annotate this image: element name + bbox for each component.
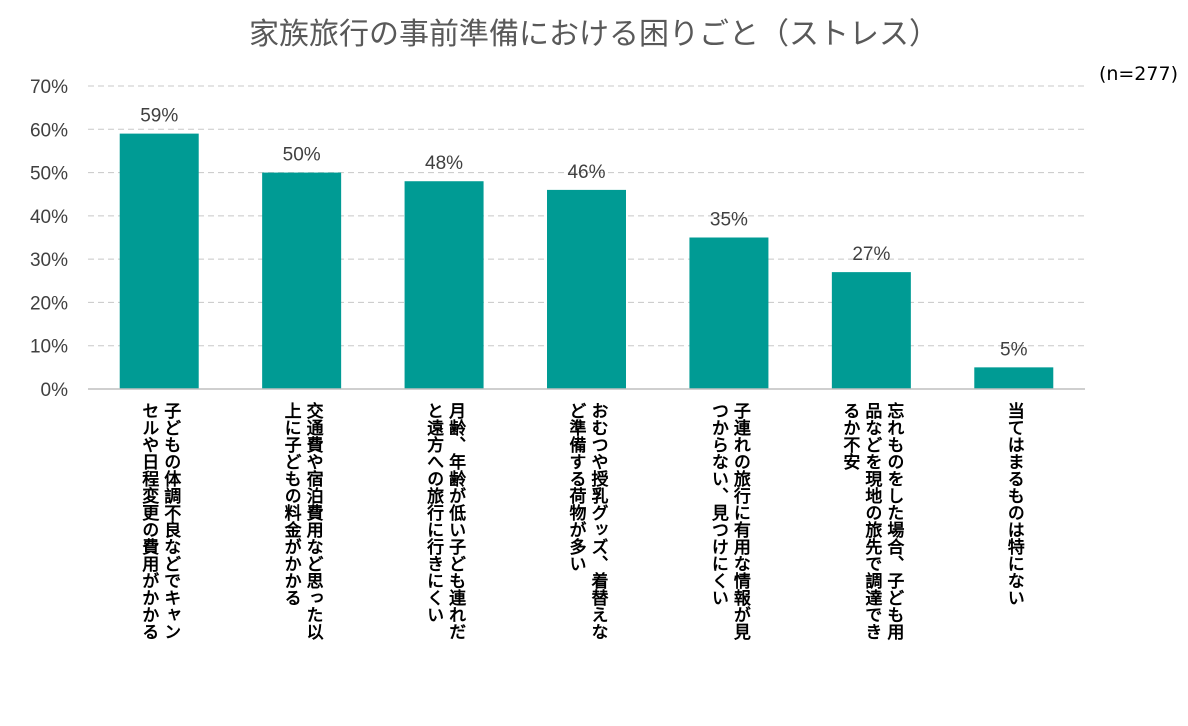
category-label: 上に子どもの料金がかかる [281,402,303,606]
y-tick-label: 60% [30,120,68,141]
bar [547,189,626,389]
category-label: 忘れものをした場合、子ども用 [883,401,904,641]
bar [119,133,199,389]
data-labels: 59% 50% 48% 46% 35% 27% 5% [140,106,1027,361]
sample-size-note: (n=277) [1099,63,1178,85]
category-label: 交通費や宿泊費用など思った以 [303,401,324,640]
category-label: 当てはまるものは特にない [1004,401,1024,606]
chart-title: 家族旅行の事前準備における困りごと（ストレス） [249,17,939,52]
y-tick-label: 0% [41,380,69,401]
bar [974,367,1054,389]
data-label: 5% [1000,339,1028,360]
category-label: おむつや授乳グッズ、着替えな [588,402,610,640]
category-label: 月齢、年齢が低い子ども連れだ [445,402,467,640]
bar [689,237,769,389]
data-label: 46% [567,162,605,183]
data-label: 35% [710,210,748,231]
category-label: 子どもの体調不良などでキャン [160,402,181,640]
category-label: と遠方への旅行に行きにくい [423,402,445,623]
category-label: つからない、見つけにくい [708,402,730,606]
data-label: 59% [140,106,178,127]
category-label: 子連れの旅行に有用な情報が見 [730,402,752,640]
bars [119,133,1054,389]
bar [262,172,342,389]
y-tick-label: 70% [30,77,68,98]
bar [404,181,484,389]
category-label: セルや日程変更の費用がかかる [138,402,159,640]
y-tick-label: 10% [30,337,68,358]
bar [831,272,911,389]
y-tick-label: 20% [30,293,68,314]
y-tick-label: 40% [30,207,68,228]
y-tick-label: 50% [30,164,68,185]
y-tick-label: 30% [30,250,68,271]
category-label: 品などを現地の旅先で調達でき [861,402,882,640]
category-label: ど準備する荷物が多い [566,402,587,572]
data-label: 48% [425,153,463,174]
data-label: 50% [283,145,321,166]
category-label: るか不安 [839,402,860,471]
data-label: 27% [852,244,890,265]
y-axis-ticks: 0% 10% 20% 30% 40% 50% 60% 70% [30,77,68,401]
gridlines [88,85,1085,347]
